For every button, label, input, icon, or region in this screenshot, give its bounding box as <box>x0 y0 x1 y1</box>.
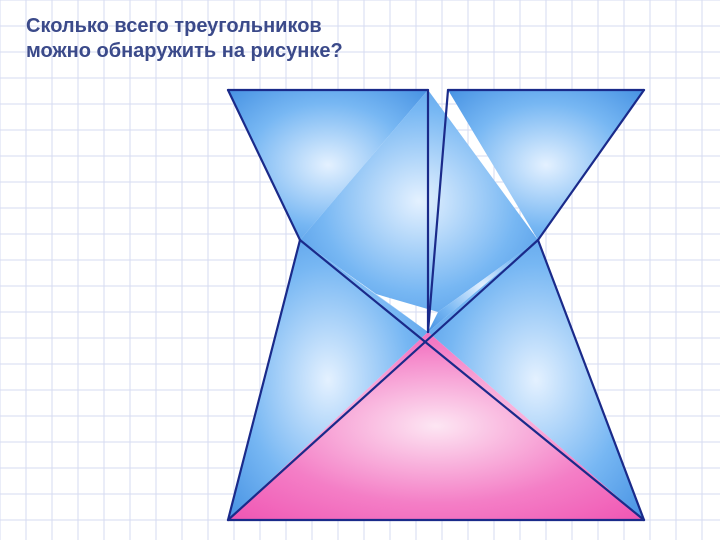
triangle-figure <box>0 0 720 540</box>
page: Сколько всего треугольников можно обнару… <box>0 0 720 540</box>
